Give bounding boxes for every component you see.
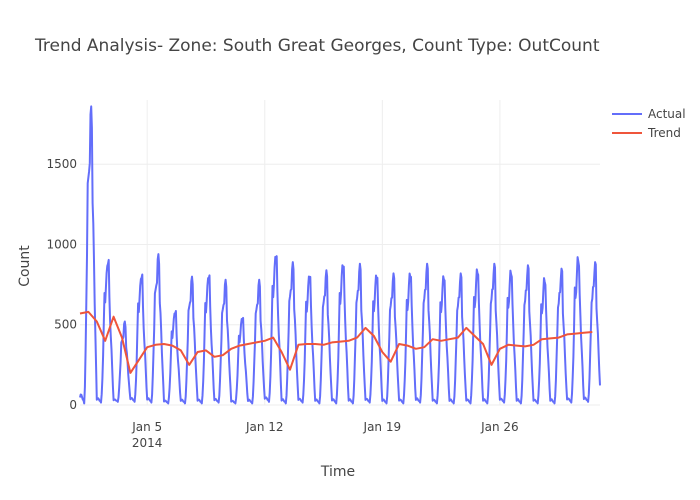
y-axis-ticks: 0 500 1000 1500	[46, 157, 77, 412]
y-tick-label: 0	[69, 398, 77, 412]
gridlines	[80, 100, 600, 406]
x-tick-label: Jan 12	[245, 420, 284, 434]
y-axis-title: Count	[17, 245, 33, 287]
x-tick-sublabel: 2014	[132, 436, 163, 450]
y-tick-label: 500	[54, 318, 77, 332]
series-line-trend	[79, 310, 593, 374]
chart-title: Trend Analysis- Zone: South Great George…	[34, 36, 600, 56]
x-axis-title: Time	[320, 464, 355, 480]
y-tick-label: 1500	[46, 157, 77, 171]
series-layer	[79, 105, 601, 405]
x-tick-label: Jan 19	[363, 420, 402, 434]
x-axis-ticks: Jan 5 2014 Jan 12 Jan 19 Jan 26	[131, 420, 519, 450]
x-tick-label: Jan 5	[131, 420, 162, 434]
legend-label-actual[interactable]: Actual	[648, 107, 686, 121]
legend[interactable]: Actual Trend	[612, 107, 686, 140]
y-tick-label: 1000	[46, 237, 77, 251]
legend-label-trend[interactable]: Trend	[647, 126, 681, 140]
x-tick-label: Jan 26	[480, 420, 519, 434]
series-line-actual	[79, 105, 601, 405]
